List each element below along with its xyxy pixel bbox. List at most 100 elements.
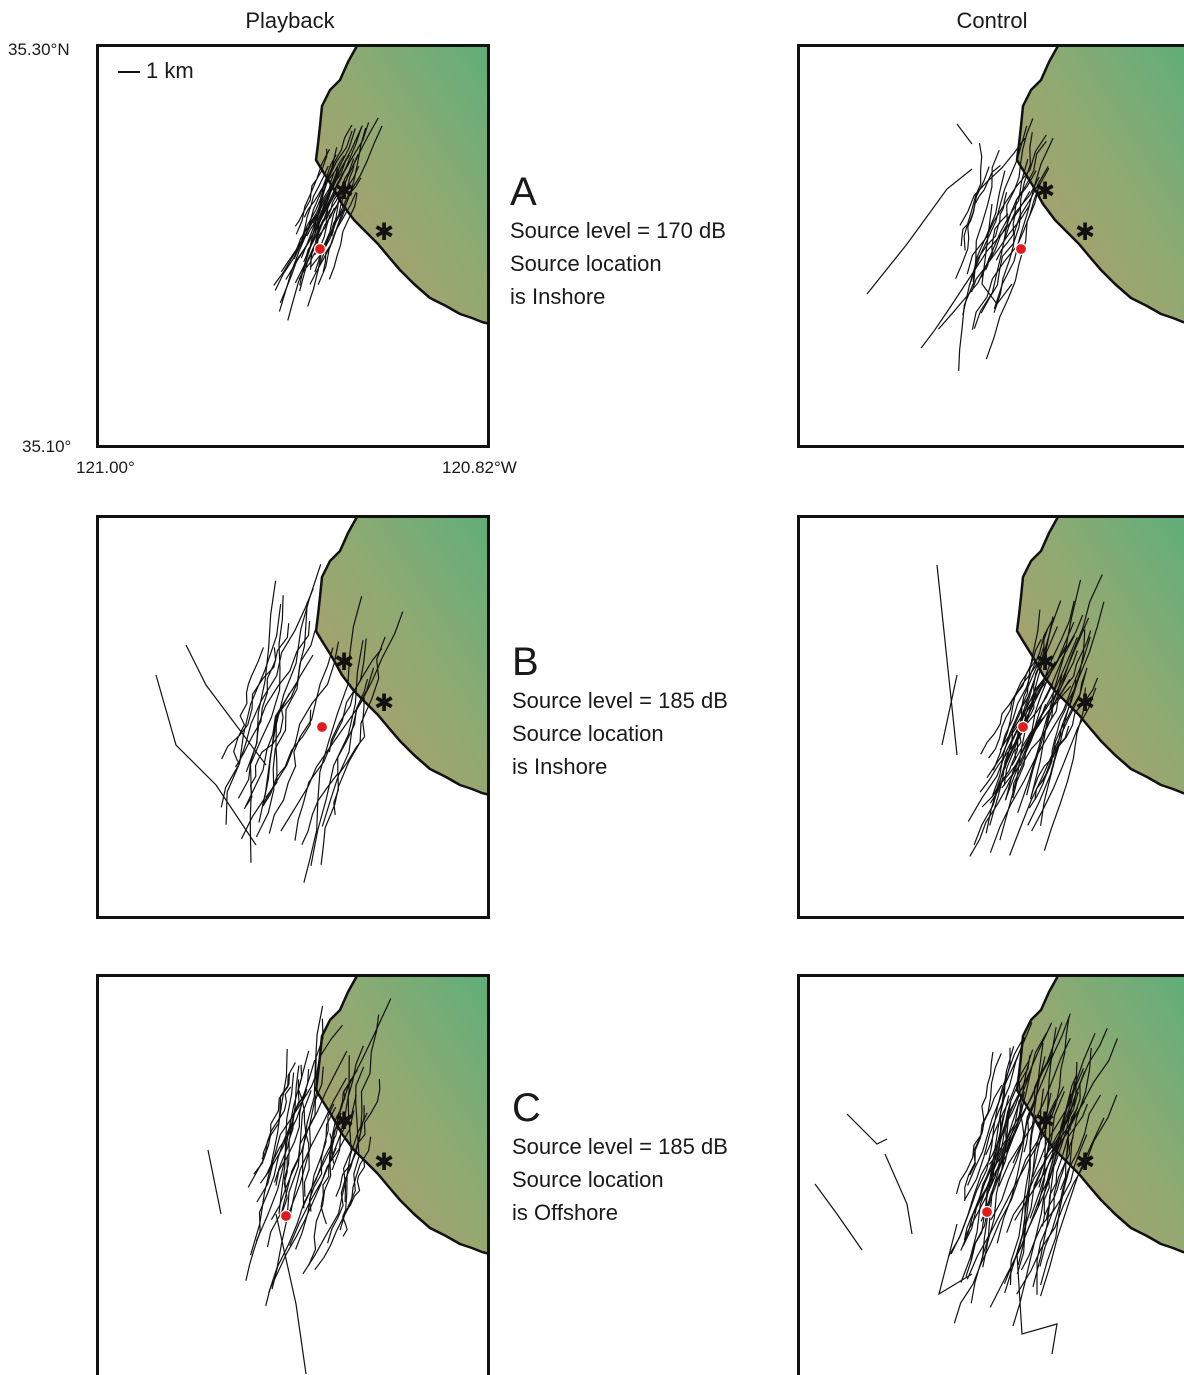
lon-right-label: 120.82°W (442, 458, 517, 477)
map-panel-b-control: ✱ ✱ (797, 515, 1184, 919)
land-area (314, 515, 490, 797)
whale-track (316, 168, 352, 244)
whale-track (320, 636, 386, 865)
land-area (314, 974, 490, 1256)
whale-track (244, 629, 316, 808)
map-svg: ✱✱ (273, 44, 490, 326)
whale-track (312, 159, 339, 224)
whale-track (1027, 601, 1105, 826)
source-position-b: is Inshore (512, 754, 608, 779)
map-panel-c-playback: ✱ ✱ (96, 974, 490, 1375)
whale-track (274, 130, 353, 291)
map-panel-c-control: ✱ ✱ (797, 974, 1184, 1375)
whale-track (1036, 1109, 1078, 1295)
whale-track (955, 1084, 1003, 1195)
map-panel-a-control: ✱ ✱ (797, 44, 1184, 448)
source-location-c: Source location (512, 1167, 664, 1192)
whale-track (990, 1013, 1071, 1221)
map-svg: ✱✱ (866, 44, 1184, 371)
whale-track (261, 1086, 292, 1160)
panel-label-c: C Source level = 185 dB Source location … (512, 1086, 728, 1229)
whale-track (250, 1048, 288, 1256)
playback-column-title: Playback (245, 8, 335, 33)
whale-track (286, 1018, 324, 1219)
whale-track (300, 128, 356, 259)
whale-track (999, 614, 1084, 751)
whale-track (962, 125, 1028, 316)
whale-track (245, 580, 277, 773)
whale-track (1023, 1052, 1054, 1153)
whale-track (253, 1073, 291, 1175)
whale-track (995, 1055, 1031, 1161)
panel-letter-c: C (512, 1086, 541, 1130)
scale-bar-label: 1 km (146, 58, 194, 83)
whale-track (347, 1066, 365, 1208)
whale-track (328, 648, 383, 753)
whale-track (980, 639, 1042, 755)
whale-track (234, 647, 277, 768)
whale-track (1004, 635, 1075, 801)
whale-track (989, 647, 1045, 826)
asterisk-station-icon: ✱ (334, 648, 354, 676)
whale-track (1045, 1103, 1088, 1221)
whale-track (981, 1101, 1012, 1259)
whale-track (314, 166, 360, 256)
whale-track (249, 595, 284, 863)
whale-track (1031, 687, 1097, 832)
source-marker (313, 242, 327, 256)
whale-track (333, 697, 366, 815)
whale-track (1004, 626, 1058, 769)
whale-track (1040, 1117, 1105, 1297)
whale-track (256, 1065, 300, 1203)
whale-track (985, 183, 1041, 360)
whale-track (342, 1045, 364, 1203)
whale-track (950, 1022, 1033, 1255)
whale-track (259, 1024, 343, 1184)
whale-track (155, 674, 257, 846)
whale-track (1006, 1091, 1065, 1277)
whale-track (973, 158, 1029, 329)
whale-track (970, 1099, 1020, 1304)
whale-track (967, 1037, 1024, 1186)
whale-track (992, 617, 1055, 771)
whale-track (846, 1113, 888, 1145)
whale-track (266, 1156, 288, 1248)
whale-track (1029, 1032, 1096, 1219)
whale-track (981, 203, 1013, 305)
whale-track (998, 1037, 1071, 1187)
whale-track (342, 1157, 366, 1237)
whale-track (299, 191, 338, 292)
whale-track (328, 192, 358, 280)
whale-track (1009, 1042, 1044, 1286)
whale-track (963, 143, 983, 251)
whale-track (1043, 630, 1092, 734)
whale-track (970, 1115, 1005, 1261)
whale-track (969, 679, 1071, 857)
whale-track (956, 123, 973, 145)
whale-track (941, 674, 958, 746)
land-area (314, 44, 490, 326)
panel-letter-b: B (512, 640, 539, 684)
control-column-title: Control (956, 8, 1028, 33)
source-location-b: Source location (512, 721, 664, 746)
whale-track (1016, 1094, 1118, 1295)
whale-track (221, 623, 290, 760)
whale-track (953, 1098, 1057, 1324)
whale-track (984, 192, 1008, 271)
whale-track (988, 1084, 1021, 1165)
whale-track (1017, 1114, 1037, 1266)
whale-track (207, 1149, 222, 1215)
whale-track (980, 118, 1034, 278)
whale-track (310, 640, 364, 867)
whale-track (1012, 1081, 1076, 1327)
whale-track (306, 165, 339, 237)
whale-track (294, 148, 328, 227)
source-marker (1014, 242, 1028, 256)
lon-left-label: 121.00° (76, 458, 135, 477)
whale-track (273, 1059, 316, 1183)
whale-track (1020, 1134, 1088, 1271)
whale-track (1041, 1136, 1074, 1227)
whale-track (275, 1213, 307, 1375)
whale-track (185, 644, 267, 766)
asterisk-station-icon: ✱ (374, 218, 394, 246)
